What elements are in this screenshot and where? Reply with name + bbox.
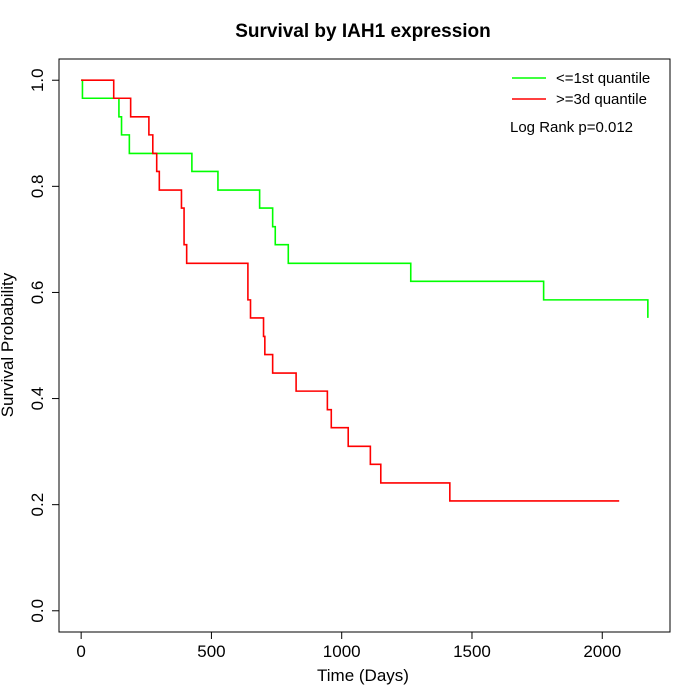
y-axis: 0.0 0.2 0.4 0.6 0.8 1.0 xyxy=(28,68,60,623)
y-axis-label: Survival Probability xyxy=(0,272,17,417)
legend-label-low: <=1st quantile xyxy=(556,70,650,87)
legend-label-high: >=3d quantile xyxy=(556,91,647,108)
y-tick-label: 0.8 xyxy=(28,175,47,199)
x-tick-label: 1500 xyxy=(453,642,491,661)
plot-frame xyxy=(58,58,671,633)
x-tick-label: 1000 xyxy=(323,642,361,661)
y-tick-label: 0.4 xyxy=(28,387,47,411)
y-tick-label: 0.6 xyxy=(28,281,47,305)
x-axis-label: Time (Days) xyxy=(317,666,409,685)
y-tick-label: 1.0 xyxy=(28,68,47,92)
y-tick-label: 0.0 xyxy=(28,599,47,623)
x-tick-label: 500 xyxy=(197,642,225,661)
y-tick-label: 0.2 xyxy=(28,493,47,517)
series-line-low-quantile xyxy=(81,79,649,318)
legend: <=1st quantile >=3d quantile xyxy=(512,70,650,108)
x-tick-label: 0 xyxy=(76,642,85,661)
series-layer xyxy=(81,79,649,502)
chart-title: Survival by IAH1 expression xyxy=(235,21,491,42)
x-axis: 0 500 1000 1500 2000 xyxy=(76,631,621,661)
series-line-high-quantile xyxy=(81,79,620,502)
x-tick-label: 2000 xyxy=(583,642,621,661)
log-rank-annotation: Log Rank p=0.012 xyxy=(510,119,633,136)
